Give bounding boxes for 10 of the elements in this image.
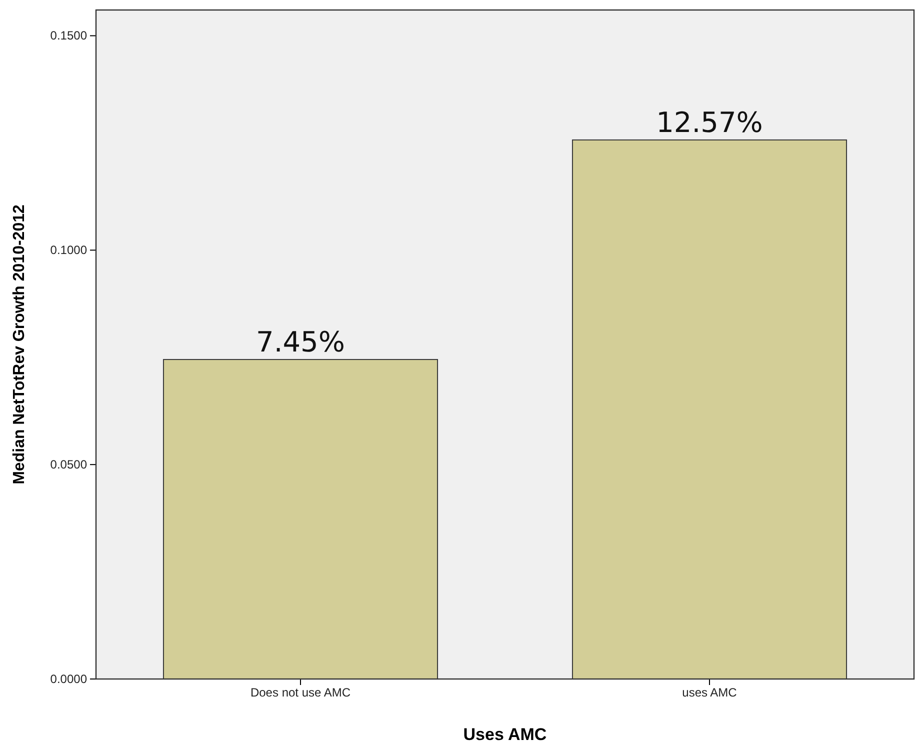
y-tick-label: 0.0000: [50, 672, 88, 686]
data-label: 12.57%: [656, 106, 763, 139]
y-tick-label: 0.1500: [50, 28, 88, 43]
x-tick-label: Does not use AMC: [250, 686, 351, 700]
y-tick-label: 0.1000: [50, 242, 88, 257]
y-tick-label: 0.0500: [50, 457, 88, 472]
x-tick-label: uses AMC: [682, 686, 738, 700]
y-axis-title: Median NetTotRev Growth 2010-2012: [11, 204, 28, 484]
data-label: 7.45%: [256, 326, 345, 359]
x-axis-title: Uses AMC: [463, 725, 547, 744]
